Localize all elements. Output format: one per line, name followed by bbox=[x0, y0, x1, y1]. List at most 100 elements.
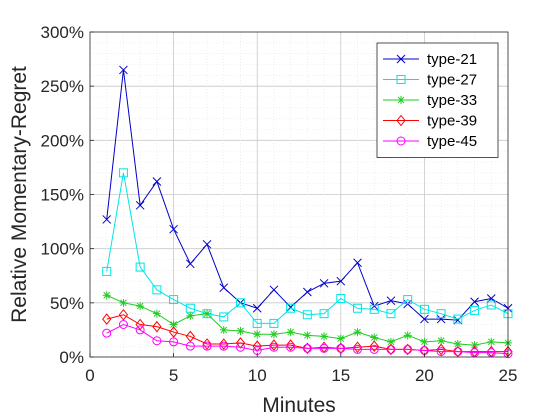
data-point bbox=[135, 325, 145, 335]
data-point bbox=[403, 344, 413, 354]
data-point bbox=[436, 343, 446, 356]
y-tick-label: 300% bbox=[41, 23, 84, 42]
legend-marker bbox=[396, 114, 406, 127]
ticks: 0% 50% 100% 150% 200% 250% 300% 0 5 10 15 20 25 bbox=[41, 23, 518, 385]
legend-label: type-21 bbox=[427, 51, 477, 68]
data-point bbox=[336, 334, 345, 343]
data-point bbox=[303, 287, 312, 297]
data-point bbox=[202, 239, 212, 249]
data-point bbox=[102, 313, 112, 325]
x-tick-label: 20 bbox=[415, 366, 434, 385]
data-point bbox=[102, 215, 112, 224]
series-type-33 bbox=[102, 291, 512, 350]
series-type-45 bbox=[102, 320, 513, 359]
data-point bbox=[453, 345, 463, 358]
data-point bbox=[235, 337, 246, 349]
data-point bbox=[470, 341, 479, 350]
legend-label: type-39 bbox=[427, 113, 477, 130]
y-tick-label: 200% bbox=[41, 131, 84, 150]
data-point bbox=[185, 341, 195, 351]
x-tick-label: 0 bbox=[85, 366, 94, 385]
x-tick-label: 10 bbox=[248, 366, 267, 385]
data-point bbox=[152, 177, 162, 186]
data-point bbox=[152, 336, 162, 346]
legend-item: type-45 bbox=[383, 133, 477, 150]
data-point bbox=[102, 266, 112, 276]
data-point bbox=[286, 303, 296, 313]
data-point bbox=[302, 343, 312, 353]
legend-marker bbox=[396, 136, 406, 146]
data-point bbox=[253, 330, 262, 339]
series-line bbox=[106, 172, 509, 324]
data-point bbox=[403, 331, 412, 340]
data-point bbox=[269, 330, 278, 339]
data-point bbox=[169, 337, 179, 347]
data-point bbox=[353, 328, 362, 337]
data-point bbox=[119, 65, 128, 75]
data-point bbox=[370, 333, 379, 342]
data-point bbox=[419, 304, 429, 314]
data-point bbox=[135, 262, 145, 272]
data-point bbox=[269, 285, 279, 295]
data-point bbox=[403, 295, 413, 305]
data-point bbox=[235, 342, 245, 352]
legend-label: type-27 bbox=[427, 72, 477, 89]
data-point bbox=[369, 344, 379, 354]
legend-marker bbox=[397, 96, 405, 104]
data-point bbox=[336, 343, 346, 353]
data-point bbox=[420, 314, 429, 324]
data-point bbox=[286, 328, 295, 337]
y-axis-label: Relative Momentary-Regret bbox=[8, 66, 31, 323]
data-point bbox=[285, 339, 296, 351]
data-point bbox=[470, 305, 480, 315]
x-axis-label: Minutes bbox=[262, 394, 336, 417]
y-tick-label: 150% bbox=[41, 186, 84, 205]
data-point bbox=[219, 338, 229, 350]
data-point bbox=[437, 336, 446, 345]
data-point bbox=[403, 343, 413, 356]
y-tick-label: 0% bbox=[59, 348, 84, 367]
data-point bbox=[336, 294, 346, 303]
data-point bbox=[135, 200, 145, 210]
series-type-27 bbox=[102, 168, 513, 328]
data-point bbox=[185, 330, 195, 343]
data-point bbox=[453, 347, 463, 357]
legend-item: type-21 bbox=[383, 51, 477, 68]
data-point bbox=[386, 309, 396, 319]
data-point bbox=[219, 325, 228, 334]
data-point bbox=[453, 314, 463, 324]
data-point bbox=[336, 276, 346, 286]
data-point bbox=[219, 312, 229, 322]
data-point bbox=[269, 318, 279, 328]
data-point bbox=[353, 303, 363, 313]
data-point bbox=[487, 337, 496, 346]
data-point bbox=[386, 296, 396, 306]
data-point bbox=[219, 341, 229, 351]
legend-label: type-33 bbox=[427, 92, 477, 109]
data-point bbox=[168, 326, 179, 338]
data-point bbox=[436, 309, 446, 319]
data-point bbox=[269, 339, 279, 351]
data-point bbox=[252, 318, 262, 328]
data-point bbox=[118, 308, 129, 321]
data-point bbox=[319, 343, 329, 353]
data-point bbox=[303, 331, 312, 340]
data-point bbox=[169, 320, 178, 329]
legend-item: type-27 bbox=[383, 72, 477, 89]
data-point bbox=[152, 320, 162, 333]
data-point bbox=[453, 340, 462, 348]
data-point bbox=[118, 320, 128, 329]
data-point bbox=[252, 340, 262, 352]
x-tick-label: 5 bbox=[169, 366, 178, 385]
x-tick-label: 25 bbox=[499, 366, 518, 385]
data-point bbox=[486, 300, 496, 310]
data-point bbox=[186, 311, 195, 320]
data-point bbox=[353, 258, 362, 268]
data-point bbox=[203, 309, 212, 318]
data-point bbox=[436, 314, 446, 324]
x-tick-label: 15 bbox=[331, 366, 350, 385]
data-point bbox=[353, 344, 363, 354]
legend-label: type-45 bbox=[427, 133, 477, 150]
y-tick-label: 100% bbox=[41, 240, 84, 259]
